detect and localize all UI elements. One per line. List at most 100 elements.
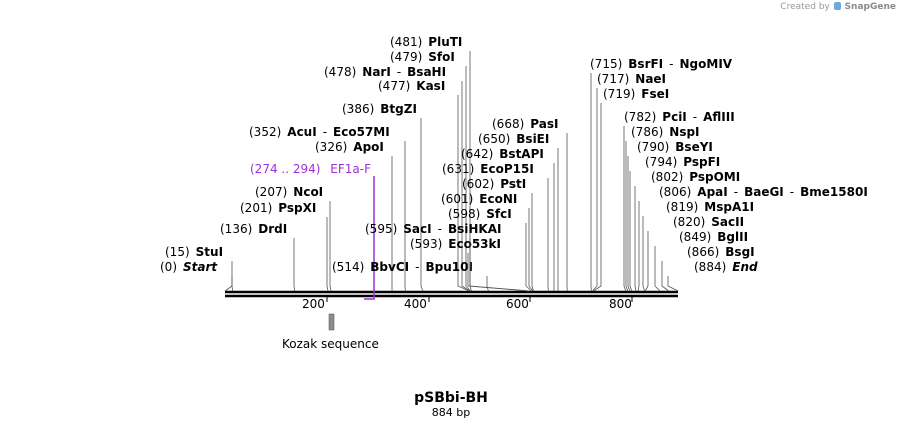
site-apoi[interactable]: (326) ApoI	[315, 140, 393, 292]
site-sfci[interactable]: (598) SfcI	[448, 207, 532, 292]
site-bstapi[interactable]: (642) BstAPI	[461, 147, 555, 292]
site-position: (642)	[461, 147, 493, 161]
site-enzyme-name: PspFI	[683, 155, 720, 169]
site-drdi[interactable]: (136) DrdI	[220, 222, 296, 292]
site-bsrfi-ngomiv[interactable]: (715) BsrFI - NgoMIV	[590, 57, 733, 292]
site-label[interactable]: (715) BsrFI - NgoMIV	[590, 57, 733, 71]
site-enzyme-name: NspI	[669, 125, 699, 139]
site-label[interactable]: (717) NaeI	[597, 72, 666, 86]
feature-label: Kozak sequence	[282, 337, 379, 351]
site-label[interactable]: (802) PspOMI	[651, 170, 740, 184]
site-label[interactable]: (352) AcuI - Eco57MI	[249, 125, 390, 139]
site-leader-line	[644, 231, 649, 292]
site-naei[interactable]: (717) NaeI	[592, 72, 666, 292]
site-stui[interactable]: (15) StuI	[165, 245, 234, 292]
site-pspomi[interactable]: (802) PspOMI	[634, 170, 740, 292]
site-label[interactable]: (794) PspFI	[645, 155, 720, 169]
site-position: (0)	[160, 260, 177, 274]
site-leader-line	[525, 223, 532, 292]
site-label[interactable]: (849) BglII	[679, 230, 748, 244]
site-nari-bsahi[interactable]: (478) NarI - BsaHI	[324, 65, 471, 292]
site-enzyme-name: PciI	[662, 110, 687, 124]
site-label[interactable]: (719) FseI	[603, 87, 669, 101]
feature-kozak-sequence[interactable]: Kozak sequence	[282, 313, 379, 351]
site-pcii-afliii[interactable]: (782) PciI - AflIII	[623, 110, 735, 292]
site-leader-line	[661, 261, 670, 292]
site-bseyi[interactable]: (790) BseYI	[627, 140, 713, 292]
site-enzyme-name: Eco53kI	[448, 237, 501, 251]
site-mspa1i[interactable]: (819) MspA1I	[642, 200, 754, 292]
site-label[interactable]: (782) PciI - AflIII	[624, 110, 735, 124]
site-sfoi[interactable]: (479) SfoI	[390, 50, 471, 292]
site-saci-bsihkai[interactable]: (595) SacI - BsiHKAI	[365, 222, 530, 292]
site-label[interactable]: (479) SfoI	[390, 50, 455, 64]
site-label[interactable]: (478) NarI - BsaHI	[324, 65, 446, 79]
site-ecop15i[interactable]: (631) EcoP15I	[442, 162, 549, 292]
site-label[interactable]: (0) Start	[160, 260, 218, 274]
site-ncoi[interactable]: (207) NcoI	[255, 185, 332, 292]
site-leader-line	[461, 81, 471, 292]
site-position: (786)	[631, 125, 663, 139]
site-pspfi[interactable]: (794) PspFI	[629, 155, 720, 292]
site-apai-baegi-bme1580i[interactable]: (806) ApaI - BaeGI - Bme1580I	[637, 185, 868, 292]
site-kasi[interactable]: (477) KasI	[378, 79, 470, 292]
site-position: (386)	[342, 102, 374, 116]
site-acui-eco57mi[interactable]: (352) AcuI - Eco57MI	[249, 125, 406, 292]
site-label[interactable]: (477) KasI	[378, 79, 445, 93]
site-label[interactable]: (593) Eco53kI	[410, 237, 501, 251]
site-label[interactable]: (601) EcoNI	[441, 192, 517, 206]
site-nspi[interactable]: (786) NspI	[625, 125, 700, 292]
primer-ef1a-f[interactable]: (274 .. 294) EF1a-F	[250, 162, 375, 300]
site-sacii[interactable]: (820) SacII	[644, 215, 744, 292]
site-position: (866)	[687, 245, 719, 259]
site-btgzi[interactable]: (386) BtgZI	[342, 102, 424, 292]
site-fsei[interactable]: (719) FseI	[593, 87, 669, 292]
site-label[interactable]: (819) MspA1I	[666, 200, 754, 214]
primer-label[interactable]: (274 .. 294) EF1a-F	[250, 162, 371, 176]
site-econi[interactable]: (601) EcoNI	[441, 192, 534, 292]
site-pspxi[interactable]: (201) PspXI	[240, 201, 329, 292]
site-label[interactable]: (866) BsgI	[687, 245, 755, 259]
site-bbvci-bpu10i[interactable]: (514) BbvCI - Bpu10I	[332, 260, 489, 292]
site-label[interactable]: (481) PluTI	[390, 35, 462, 49]
primer-arrow	[364, 176, 375, 300]
feature-box[interactable]	[328, 313, 335, 331]
site-psti[interactable]: (602) PstI	[462, 177, 534, 292]
site-label[interactable]: (642) BstAPI	[461, 147, 544, 161]
ruler-label-600: 600	[506, 297, 529, 311]
site-label[interactable]: (136) DrdI	[220, 222, 287, 236]
site-label[interactable]: (650) BsiEI	[478, 132, 549, 146]
site-label[interactable]: (668) PasI	[492, 117, 558, 131]
site-pluti[interactable]: (481) PluTI	[390, 35, 472, 292]
site-label[interactable]: (595) SacI - BsiHKAI	[365, 222, 501, 236]
site-enzyme-name: SfcI	[486, 207, 511, 221]
site-label[interactable]: (806) ApaI - BaeGI - Bme1580I	[659, 185, 868, 199]
site-label[interactable]: (207) NcoI	[255, 185, 323, 199]
site-label[interactable]: (820) SacII	[673, 215, 744, 229]
site-label[interactable]: (514) BbvCI - Bpu10I	[332, 260, 473, 274]
site-leader-line	[531, 193, 534, 292]
site-label[interactable]: (631) EcoP15I	[442, 162, 534, 176]
site-pasi[interactable]: (668) PasI	[492, 117, 568, 292]
site-label[interactable]: (602) PstI	[462, 177, 526, 191]
site-end[interactable]: (884) End	[667, 260, 758, 292]
site-label[interactable]: (884) End	[694, 260, 758, 274]
ruler-label-200: 200	[302, 297, 325, 311]
site-label[interactable]: (201) PspXI	[240, 201, 316, 215]
site-position: (849)	[679, 230, 711, 244]
site-bsiei[interactable]: (650) BsiEI	[478, 132, 559, 292]
site-bsgi[interactable]: (866) BsgI	[661, 245, 755, 292]
site-label[interactable]: (598) SfcI	[448, 207, 512, 221]
site-leader-line	[634, 186, 637, 292]
site-label[interactable]: (15) StuI	[165, 245, 223, 259]
site-enzyme-name: BsaHI	[407, 65, 446, 79]
site-enzyme-name: BsrFI	[628, 57, 663, 71]
site-label[interactable]: (790) BseYI	[637, 140, 713, 154]
site-leader-line	[627, 156, 631, 292]
site-start[interactable]: (0) Start	[160, 260, 233, 292]
ruler: 200 400 600 800	[302, 296, 633, 311]
site-label[interactable]: (786) NspI	[631, 125, 700, 139]
site-label[interactable]: (386) BtgZI	[342, 102, 417, 116]
site-bglii[interactable]: (849) BglII	[654, 230, 748, 292]
site-label[interactable]: (326) ApoI	[315, 140, 384, 154]
